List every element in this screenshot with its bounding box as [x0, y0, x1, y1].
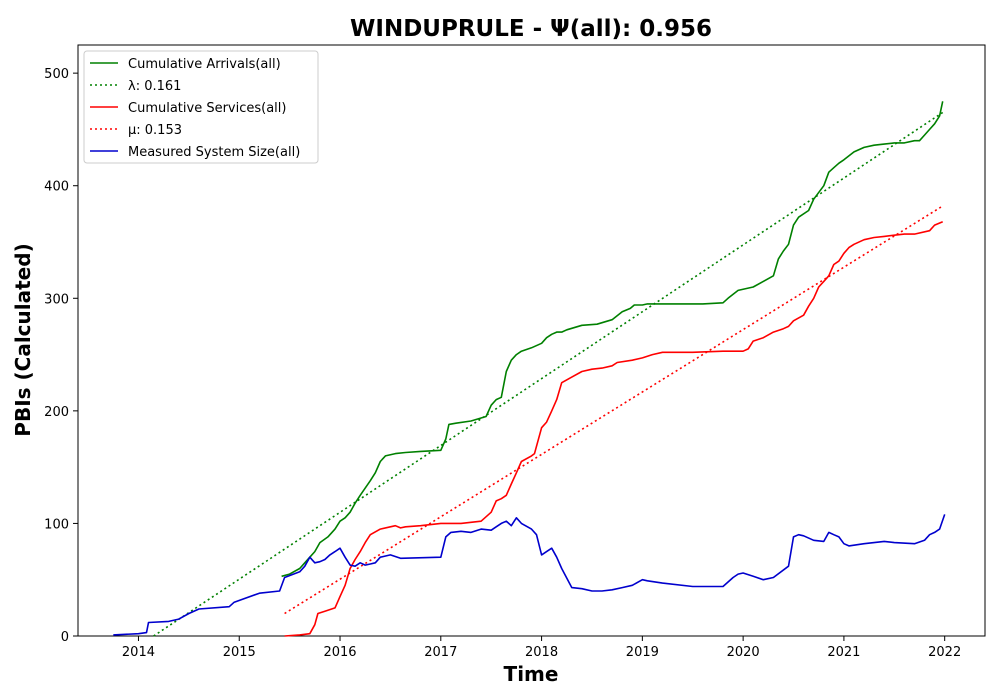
x-tick-label: 2021: [827, 645, 860, 660]
y-tick-label: 300: [44, 292, 69, 307]
legend-entry: Cumulative Services(all): [128, 101, 286, 116]
y-axis-label: PBIs (Calculated): [11, 243, 35, 436]
x-tick-label: 2014: [122, 645, 155, 660]
y-axis: 0 100 200 300 400 500: [44, 67, 78, 645]
legend-entry: Measured System Size(all): [128, 145, 300, 160]
series-line-0-153: [284, 205, 944, 615]
series-line-cumulative-arrivals-all: [281, 101, 944, 578]
x-tick-label: 2020: [727, 645, 760, 660]
y-tick-label: 200: [44, 405, 69, 420]
x-axis: 2014 2015 2016 2017 2018 2019 2020 2021 2022: [122, 636, 961, 660]
y-tick-label: 400: [44, 180, 69, 195]
x-axis-label: Time: [504, 662, 559, 686]
x-tick-label: 2016: [323, 645, 356, 660]
x-tick-label: 2018: [525, 645, 558, 660]
x-tick-label: 2019: [626, 645, 659, 660]
legend-entry: Cumulative Arrivals(all): [128, 57, 281, 72]
legend: Cumulative Arrivals(all) λ: 0.161 Cumulati…: [83, 50, 319, 164]
x-tick-label: 2017: [424, 645, 457, 660]
x-tick-label: 2015: [223, 645, 256, 660]
x-tick-label: 2022: [928, 645, 961, 660]
y-tick-label: 0: [61, 630, 69, 645]
series-line-0-161: [153, 111, 944, 637]
chart-title: WINDUPRULE - Ψ(all): 0.956: [350, 16, 712, 42]
series-line-measured-system-size-all: [113, 514, 946, 636]
plot-area: [113, 101, 946, 637]
legend-box: [83, 50, 319, 164]
plot-frame: [77, 44, 986, 637]
series-line-cumulative-services-all: [284, 220, 944, 637]
y-tick-label: 500: [44, 67, 69, 82]
legend-entry: μ: 0.153: [128, 123, 182, 138]
legend-entry: λ: 0.161: [128, 79, 181, 94]
y-tick-label: 100: [44, 517, 69, 532]
